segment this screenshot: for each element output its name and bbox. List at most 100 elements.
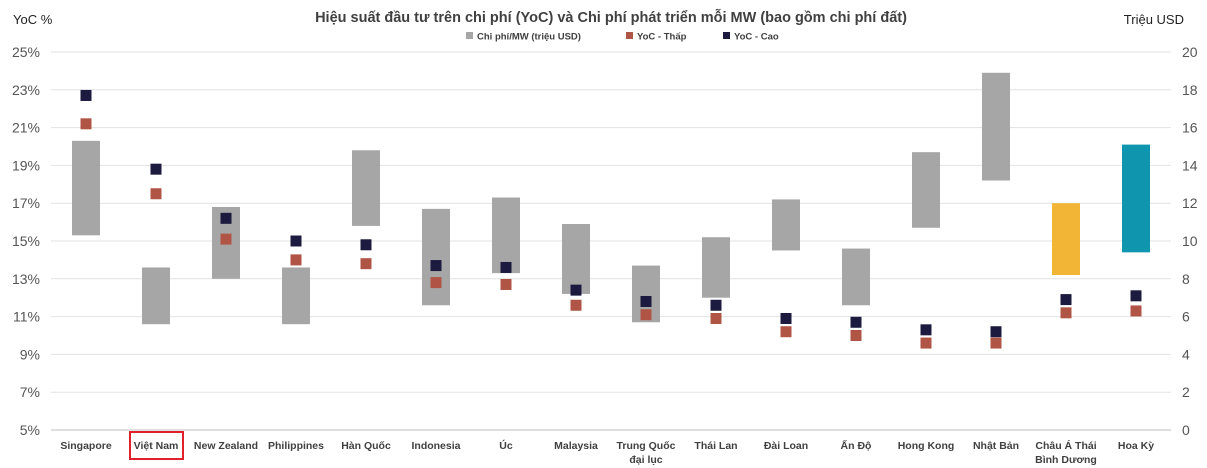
right-tick-label: 4	[1182, 346, 1190, 362]
left-tick-label: 17%	[12, 195, 40, 211]
cost-bar	[282, 267, 310, 325]
category-label: Nhật Bản	[973, 440, 1019, 452]
category-label: Hong Kong	[898, 440, 955, 452]
category-label: Úc	[499, 439, 513, 452]
right-axis: 0 2 4 6 8 10 12 14 16 18 20	[1182, 44, 1198, 438]
cost-bar	[842, 248, 870, 306]
category-labels: Singapore Việt Nam New Zealand Philippines H…	[60, 431, 1154, 466]
yoc-high-marker	[780, 312, 792, 324]
category-label: Thái Lan	[694, 440, 737, 452]
left-tick-label: 5%	[20, 422, 40, 438]
cost-bar	[982, 72, 1010, 181]
right-tick-label: 16	[1182, 120, 1198, 136]
left-tick-label: 11%	[13, 309, 40, 325]
cost-bar	[1122, 144, 1150, 253]
yoc-high-marker	[710, 299, 722, 311]
left-axis: 5% 7% 9% 11% 13% 15% 17% 19% 21% 23% 25%	[12, 44, 40, 438]
left-tick-label: 13%	[12, 271, 40, 287]
yoc-low-marker	[80, 118, 92, 130]
left-tick-label: 25%	[12, 44, 40, 60]
cost-bar	[492, 197, 520, 274]
yoc-high-marker	[570, 284, 582, 296]
right-tick-label: 6	[1182, 309, 1190, 325]
right-tick-label: 0	[1182, 422, 1190, 438]
category-label: Hoa Kỳ	[1118, 440, 1154, 452]
yoc-high-marker	[1060, 294, 1072, 306]
yoc-low-marker	[220, 233, 232, 245]
right-tick-label: 2	[1182, 384, 1190, 400]
category-label: Ấn Độ	[841, 439, 872, 452]
left-tick-label: 23%	[12, 82, 40, 98]
yoc-low-marker	[850, 330, 862, 341]
category-label: New Zealand	[194, 440, 258, 452]
left-tick-label: 21%	[12, 120, 40, 136]
right-tick-label: 8	[1182, 271, 1190, 287]
category-label: Singapore	[60, 440, 112, 452]
legend-swatch	[626, 32, 633, 39]
left-tick-label: 19%	[12, 157, 40, 173]
cost-bar	[1052, 203, 1080, 276]
yoc-low-marker	[990, 337, 1002, 349]
category-label: Indonesia	[411, 440, 460, 452]
cost-bar	[142, 267, 170, 325]
yoc-high-marker	[430, 260, 442, 272]
left-axis-title: YoC %	[13, 12, 53, 27]
cost-bar	[912, 152, 940, 228]
yoc-high-marker	[850, 316, 862, 328]
category-label: Đài Loan	[764, 440, 808, 452]
yoc-low-marker	[1060, 307, 1072, 319]
yoc-low-marker	[710, 312, 722, 324]
category-label: Philippines	[268, 440, 324, 452]
highlight-box	[129, 431, 184, 460]
cost-bar	[562, 223, 590, 294]
right-tick-label: 14	[1182, 157, 1198, 173]
yoc-high-marker	[1130, 290, 1142, 302]
chart-title: Hiệu suất đầu tư trên chi phí (YoC) và C…	[315, 9, 907, 26]
left-tick-label: 7%	[20, 384, 40, 400]
right-tick-label: 20	[1182, 44, 1198, 60]
yoc-markers	[80, 89, 1142, 349]
cost-bar	[422, 208, 450, 306]
legend-swatch	[723, 32, 730, 39]
yoc-high-marker	[290, 235, 302, 247]
legend-swatch	[466, 32, 473, 39]
cost-bar	[772, 199, 800, 251]
category-label: Hàn Quốc	[341, 440, 391, 452]
category-label: Việt Nam	[134, 440, 179, 452]
right-axis-title: Triệu USD	[1124, 12, 1184, 27]
right-tick-label: 10	[1182, 233, 1198, 249]
right-tick-label: 18	[1182, 82, 1198, 98]
yoc-high-marker	[80, 89, 92, 101]
yoc-high-marker	[920, 324, 932, 336]
legend-label: YoC - Cao	[734, 32, 779, 43]
yoc-high-marker	[360, 239, 372, 251]
yoc-low-marker	[780, 326, 792, 338]
legend: Chi phí/MW (triệu USD) YoC - Thấp YoC - Ca…	[466, 32, 779, 43]
category-label: Châu Á Thái Bình Dương	[1035, 439, 1097, 466]
yoc-high-marker	[150, 163, 162, 175]
yoc-low-marker	[640, 309, 652, 321]
legend-label: Chi phí/MW (triệu USD)	[477, 32, 581, 43]
yoc-low-marker	[920, 337, 932, 349]
legend-label: YoC - Thấp	[637, 32, 687, 43]
yoc-low-marker	[1130, 305, 1142, 317]
yoc-low-marker	[570, 299, 582, 311]
category-label: Trung Quốc đại lục	[617, 440, 676, 466]
left-tick-label: 15%	[12, 233, 40, 249]
left-tick-label: 9%	[20, 346, 40, 362]
yoc-low-marker	[150, 188, 162, 200]
cost-bar	[702, 237, 730, 298]
category-label: Malaysia	[554, 440, 598, 452]
yoc-high-marker	[500, 261, 512, 273]
yoc-low-marker	[290, 254, 302, 266]
yoc-low-marker	[360, 258, 372, 270]
yoc-high-marker	[220, 212, 232, 224]
yoc-low-marker	[430, 277, 442, 289]
cost-bar	[72, 140, 100, 236]
yoc-high-marker	[640, 295, 652, 307]
yoc-high-marker	[990, 326, 1002, 338]
right-tick-label: 12	[1182, 195, 1198, 211]
cost-bar	[352, 150, 380, 226]
cost-bars	[72, 72, 1150, 325]
